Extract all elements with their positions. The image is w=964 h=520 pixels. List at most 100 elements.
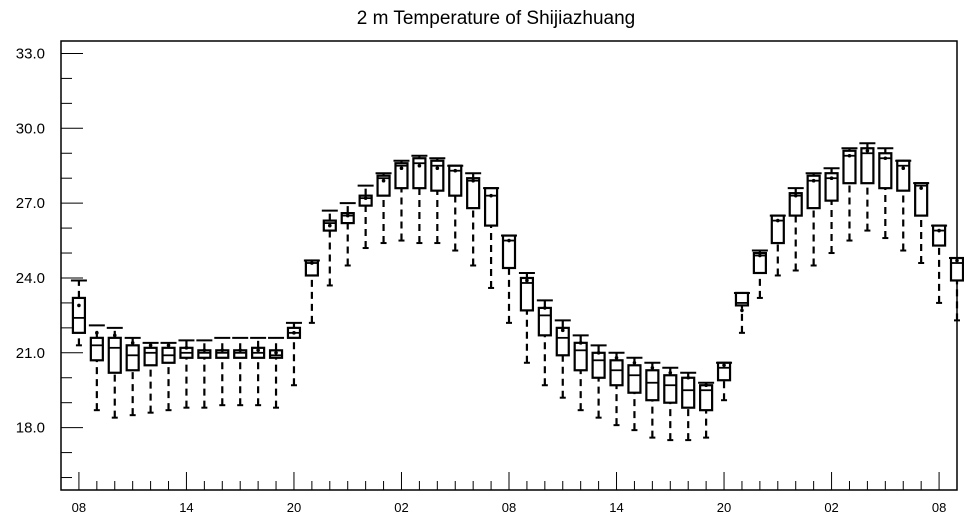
box-point [363,196,368,200]
box-body [896,159,911,192]
y-tick-label: 27.0 [16,195,45,212]
box-body [537,306,552,337]
box-point [883,156,888,161]
box-point [507,238,511,243]
box-body [788,192,803,217]
chart-title: 2 m Temperature of Shijiazhuang [357,8,635,29]
box-point [632,360,637,365]
box-point [776,218,780,223]
box-point [399,166,404,171]
box-point [847,153,852,158]
y-tick-label: 21.0 [16,345,45,362]
box-body [806,174,821,210]
box-point [919,186,923,190]
box-point [489,193,493,198]
x-tick-label: 20 [717,500,731,515]
box-point [202,348,207,353]
box-body [430,159,445,192]
box-point [811,178,816,183]
box-point [865,148,870,153]
box-body [501,234,517,270]
box-body [752,251,767,275]
box-body [466,177,481,210]
box-point [901,166,906,171]
box-body [663,374,678,404]
box-point [220,348,225,353]
box-point [614,355,619,360]
y-tick-label: 30.0 [16,120,45,137]
y-tick-label: 24.0 [16,270,45,287]
box-body [842,149,857,185]
box-body [340,212,355,225]
y-tick-label: 33.0 [16,45,45,62]
box-point [829,176,834,180]
box-point [148,343,153,348]
box-body [824,172,839,202]
box-point [704,383,708,388]
box-point [381,178,386,183]
x-tick-label: 14 [609,500,623,515]
box-body [681,376,696,409]
x-tick-label: 08 [72,500,86,515]
box-point [758,253,762,258]
box-point [184,346,189,350]
box-point [955,258,959,263]
x-tick-label: 14 [179,500,193,515]
box-point [543,306,547,310]
box-point [686,375,690,380]
x-tick-label: 08 [502,500,516,515]
box-body [483,187,499,227]
x-tick-label: 02 [824,500,838,515]
box-point [740,308,744,313]
box-body [573,341,588,372]
box-point [130,341,135,345]
box-body [107,336,122,374]
box-body [448,164,463,197]
box-point [525,278,529,283]
box-body [609,359,624,387]
box-body [645,369,660,402]
box-body [125,344,140,372]
box-body [304,259,319,277]
box-point [453,168,458,173]
box-point [95,331,99,335]
box-body [89,336,104,362]
box-body [860,147,875,185]
box-body [71,296,87,334]
box-point [238,348,242,353]
box-body [358,194,373,207]
box-point [166,343,171,348]
box-point [417,163,422,168]
box-body [931,224,947,247]
box-point [596,351,601,355]
box-point [722,363,726,368]
box-point [112,333,117,338]
box-body [878,152,893,190]
box-point [292,331,296,335]
box-body [914,182,929,217]
box-point [578,341,583,345]
box-point [274,351,278,355]
box-body [394,162,409,190]
box-point [937,228,941,233]
box-point [668,370,673,375]
box-point [471,178,475,183]
box-point [435,166,440,171]
y-tick-label: 18.0 [16,420,45,437]
box-point [650,365,655,370]
box-point [256,348,260,353]
box-body [699,384,714,412]
box-point [310,261,314,265]
box-point [328,223,332,228]
box-body [412,157,427,190]
box-body [555,326,570,357]
box-body [591,351,606,379]
box-point [560,328,565,333]
plot-area: 33.0 30.0 27.0 24.0 21.0 18.0 08 14 20 02 08 14 20 02… [16,40,964,515]
x-tick-label: 08 [932,500,946,515]
x-tick-label: 20 [287,500,301,515]
box-point [793,193,798,198]
box-body [627,364,642,394]
box-point [345,213,350,218]
